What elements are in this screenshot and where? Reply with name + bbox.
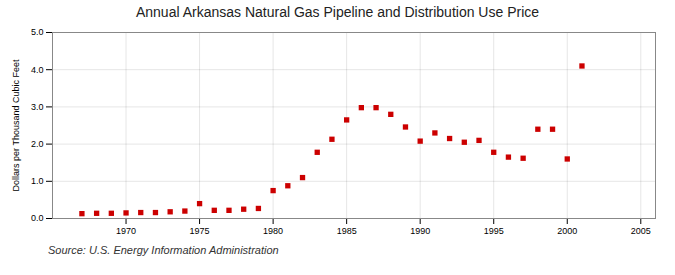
svg-text:2.0: 2.0 bbox=[31, 139, 44, 149]
svg-text:2005: 2005 bbox=[631, 226, 651, 236]
svg-text:4.0: 4.0 bbox=[31, 65, 44, 75]
svg-text:1975: 1975 bbox=[190, 226, 210, 236]
svg-text:1980: 1980 bbox=[263, 226, 283, 236]
svg-text:0.0: 0.0 bbox=[31, 213, 44, 223]
svg-text:1970: 1970 bbox=[116, 226, 136, 236]
html-text:Source: U.S. Energy Informatio: Source: U.S. Energy Information Administ… bbox=[48, 244, 279, 256]
svg-text:1995: 1995 bbox=[484, 226, 504, 236]
svg-text:1.0: 1.0 bbox=[31, 176, 44, 186]
svg-text:2000: 2000 bbox=[557, 226, 577, 236]
svg-text:3.0: 3.0 bbox=[31, 102, 44, 112]
svg-text:5.0: 5.0 bbox=[31, 27, 44, 37]
svg-text:1985: 1985 bbox=[337, 226, 357, 236]
html-text:Annual Arkansas Natural Gas Pi: Annual Arkansas Natural Gas Pipeline and… bbox=[135, 4, 539, 20]
svg-text:Dollars per Thousand Cubic Fee: Dollars per Thousand Cubic Feet bbox=[11, 59, 21, 191]
svg-text:1990: 1990 bbox=[410, 226, 430, 236]
